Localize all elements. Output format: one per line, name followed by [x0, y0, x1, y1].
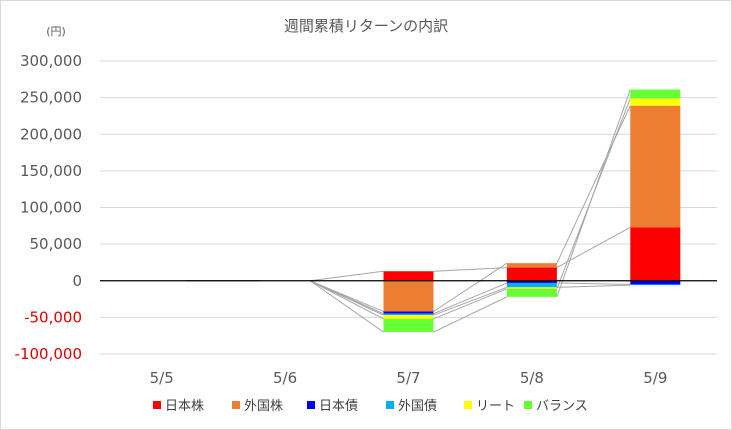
series-line: [309, 280, 384, 333]
legend-swatch: [232, 401, 240, 409]
legend-swatch: [307, 401, 315, 409]
bar-segment: [383, 311, 434, 314]
legend-label: 外国債: [398, 399, 437, 414]
series-line: [433, 282, 508, 315]
bar-segment: [383, 280, 434, 312]
legend-swatch: [524, 401, 532, 409]
axes: 300,000 250,000 200,000 150,000 100,000 50,00…: [15, 52, 717, 387]
series-line: [433, 262, 508, 312]
bar-segment: [383, 313, 434, 316]
legend: 日本株 外国株 日本債 外国債 リート バランス: [153, 399, 588, 414]
bar-segment: [506, 287, 557, 289]
y-tick-label: 250,000: [20, 89, 82, 107]
legend-label: 外国株: [244, 399, 283, 414]
x-tick-label: 5/6: [273, 369, 297, 387]
legend-swatch: [386, 401, 394, 409]
bar-segment: [506, 280, 557, 283]
bar-segment: [506, 267, 557, 281]
series-line: [433, 267, 507, 272]
x-tick-label: 5/7: [396, 369, 420, 387]
x-tick-label: 5/5: [150, 369, 174, 387]
series-line: [310, 270, 384, 282]
bar-segment: [383, 315, 434, 319]
bar-segment: [630, 227, 681, 281]
bar-segment: [383, 318, 434, 333]
series-line: [556, 282, 631, 285]
series-line: [556, 284, 631, 288]
x-tick-label: 5/8: [520, 369, 544, 387]
y-tick-label: -50,000: [24, 308, 82, 326]
series-line: [556, 105, 631, 264]
bar-segment: [506, 282, 557, 288]
legend-label: リート: [476, 399, 515, 414]
gridlines: [100, 60, 717, 355]
series-line: [309, 280, 384, 320]
legend-label: 日本債: [319, 399, 358, 414]
legend-swatch: [464, 401, 472, 409]
legend-swatch: [153, 401, 161, 409]
series-line: [433, 286, 508, 316]
series-line: [433, 296, 508, 333]
bar-segment: [506, 288, 557, 297]
bar-segment: [383, 271, 434, 281]
bar-segment: [630, 105, 681, 228]
bar-segment: [630, 280, 681, 285]
legend-label: 日本株: [165, 399, 204, 414]
bar-segment: [630, 89, 681, 99]
series-line: [556, 89, 631, 298]
series-line: [309, 280, 384, 316]
y-tick-label: 0: [72, 272, 82, 290]
y-tick-label: 150,000: [20, 162, 82, 180]
y-tick-label: 100,000: [20, 199, 82, 217]
legend-label: バランス: [536, 399, 588, 414]
y-tick-label: 300,000: [20, 52, 82, 70]
bars: [383, 89, 681, 333]
chart-title: 週間累積リターンの内訳: [284, 17, 448, 35]
bar-segment: [506, 263, 557, 268]
y-tick-label: -100,000: [15, 345, 82, 363]
x-tick-label: 5/9: [643, 369, 667, 387]
series-line: [433, 288, 508, 320]
bar-segment: [630, 98, 681, 106]
y-tick-label: 200,000: [20, 125, 82, 143]
bar-segment: [630, 284, 681, 286]
y-tick-label: 50,000: [30, 235, 83, 253]
y-axis-unit: (円): [46, 25, 66, 38]
